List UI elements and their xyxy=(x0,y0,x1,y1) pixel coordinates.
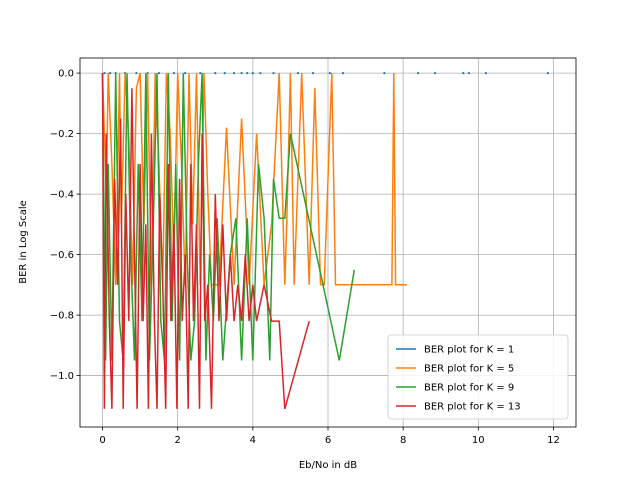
data-point xyxy=(214,72,217,75)
ticks: 0 2 4 6 8 10 12 0.0 −0.2 −0.4 −0.6 −0.8 −1.0 xyxy=(50,69,560,446)
data-point xyxy=(272,72,275,75)
legend-label: BER plot for K = 13 xyxy=(424,402,521,413)
data-point xyxy=(108,72,112,75)
x-axis-label: Eb/No in dB xyxy=(299,460,357,471)
series-layer xyxy=(101,72,549,410)
x-tick-label: 12 xyxy=(547,435,560,446)
series-k5 xyxy=(101,72,407,286)
data-point xyxy=(172,72,176,75)
data-point xyxy=(311,72,315,75)
data-point xyxy=(546,72,549,75)
data-point xyxy=(157,72,161,75)
y-tick-label: 0.0 xyxy=(58,69,74,80)
legend: BER plot for K = 1 BER plot for K = 5 BER … xyxy=(387,334,569,420)
x-tick-label: 6 xyxy=(325,435,331,446)
y-tick-label: −0.8 xyxy=(50,311,74,322)
data-point xyxy=(417,72,420,75)
x-tick-label: 2 xyxy=(175,435,181,446)
x-tick-label: 8 xyxy=(400,435,406,446)
data-point xyxy=(184,72,187,75)
data-point xyxy=(246,72,249,75)
data-point xyxy=(240,72,243,75)
legend-label: BER plot for K = 1 xyxy=(424,345,514,356)
x-tick-label: 10 xyxy=(472,435,485,446)
data-point xyxy=(383,72,386,75)
legend-label: BER plot for K = 9 xyxy=(424,383,514,394)
series-line xyxy=(101,73,356,361)
data-point xyxy=(341,72,345,75)
data-point xyxy=(259,72,262,75)
data-point xyxy=(296,72,300,75)
y-axis-label: BER in Log Scale xyxy=(18,200,29,284)
y-tick-label: −1.0 xyxy=(50,371,74,382)
data-point xyxy=(223,72,226,75)
series-k9 xyxy=(101,73,356,361)
x-tick-label: 0 xyxy=(99,435,105,446)
series-line xyxy=(101,72,407,286)
y-tick-label: −0.6 xyxy=(50,250,74,261)
series-k13 xyxy=(101,73,310,410)
y-tick-label: −0.4 xyxy=(50,190,74,201)
data-point xyxy=(232,72,236,75)
y-tick-label: −0.2 xyxy=(50,129,74,140)
series-line xyxy=(101,73,310,410)
data-point xyxy=(103,72,106,75)
data-point xyxy=(328,72,331,75)
legend-label: BER plot for K = 5 xyxy=(424,364,514,375)
data-point xyxy=(484,72,487,75)
data-point xyxy=(462,72,465,75)
data-point xyxy=(251,72,254,75)
data-point xyxy=(433,72,437,75)
data-point xyxy=(467,72,471,75)
x-tick-label: 4 xyxy=(250,435,256,446)
data-point xyxy=(199,72,202,75)
legend-box xyxy=(387,334,569,420)
data-point xyxy=(135,72,138,75)
